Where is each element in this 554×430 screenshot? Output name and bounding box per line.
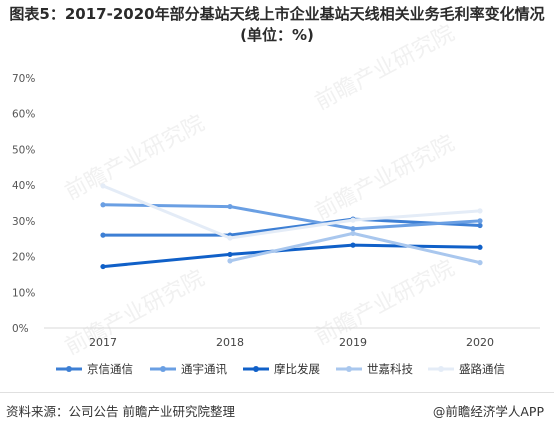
x-tick-label: 2020 — [466, 336, 494, 349]
y-tick-label: 50% — [12, 144, 35, 156]
legend-swatch-dot — [438, 366, 444, 372]
watermark-text: 前瞻产业研究院 — [311, 256, 459, 350]
data-point — [477, 218, 483, 224]
x-tick-label: 2017 — [89, 336, 117, 349]
x-tick-label: 2018 — [216, 336, 244, 349]
series-line — [101, 203, 482, 231]
chart-title: 图表5：2017-2020年部分基站天线上市企业基站天线相关业务毛利率变化情况(… — [9, 5, 545, 44]
data-point — [227, 251, 233, 258]
y-tick-label: 20% — [12, 252, 35, 264]
data-point — [477, 244, 483, 250]
y-tick-label: 60% — [12, 109, 35, 121]
legend-swatch-dot — [346, 366, 352, 372]
watermark-text: 前瞻产业研究院 — [61, 266, 209, 360]
y-tick-label: 70% — [12, 73, 35, 85]
legend-swatch-dot — [253, 366, 259, 372]
data-point — [100, 183, 106, 189]
data-point — [477, 260, 483, 266]
y-axis: 0% 10% 20% 30% 40% 50% 60% 70% — [12, 73, 35, 335]
data-point — [100, 232, 106, 238]
source-note: 资料来源：公司公告 前瞻产业研究院整理 — [6, 404, 235, 419]
data-point — [350, 217, 356, 223]
data-point — [227, 235, 233, 241]
data-point — [100, 202, 106, 208]
data-point — [227, 258, 233, 264]
x-axis: 2017 2018 2019 2020 — [89, 336, 494, 349]
footer: 资料来源：公司公告 前瞻产业研究院整理 @前瞻经济学人APP — [0, 392, 554, 430]
data-point — [477, 222, 483, 229]
legend-label: 世嘉科技 — [367, 362, 413, 376]
series-line — [101, 184, 482, 240]
data-point — [477, 208, 483, 214]
watermark-text: 前瞻产业研究院 — [311, 131, 459, 225]
series-line — [101, 217, 482, 237]
data-point — [100, 263, 106, 270]
data-point — [350, 226, 356, 232]
legend-label: 摩比发展 — [274, 362, 320, 376]
series-lines — [100, 183, 483, 270]
legend-swatch-dot — [66, 366, 72, 372]
credit-label: @前瞻经济学人APP — [432, 404, 544, 419]
y-tick-label: 10% — [12, 287, 35, 299]
data-point — [350, 230, 356, 236]
y-tick-label: 30% — [12, 216, 35, 228]
x-tick-label: 2019 — [339, 336, 367, 349]
legend-label: 盛路通信 — [459, 362, 505, 376]
data-point — [227, 203, 233, 210]
series-line — [101, 243, 482, 269]
legend-label: 京信通信 — [87, 362, 133, 376]
legend: 京信通信 通宇通讯 摩比发展 世嘉科技 盛路通信 — [56, 362, 505, 376]
y-tick-label: 40% — [12, 180, 35, 192]
data-point — [350, 242, 356, 248]
watermark-text: 前瞻产业研究院 — [61, 111, 209, 205]
watermark-text: 前瞻产业研究院 — [311, 21, 459, 115]
legend-label: 通宇通讯 — [181, 362, 227, 376]
y-tick-label: 0% — [12, 323, 29, 335]
legend-swatch-dot — [160, 366, 166, 372]
